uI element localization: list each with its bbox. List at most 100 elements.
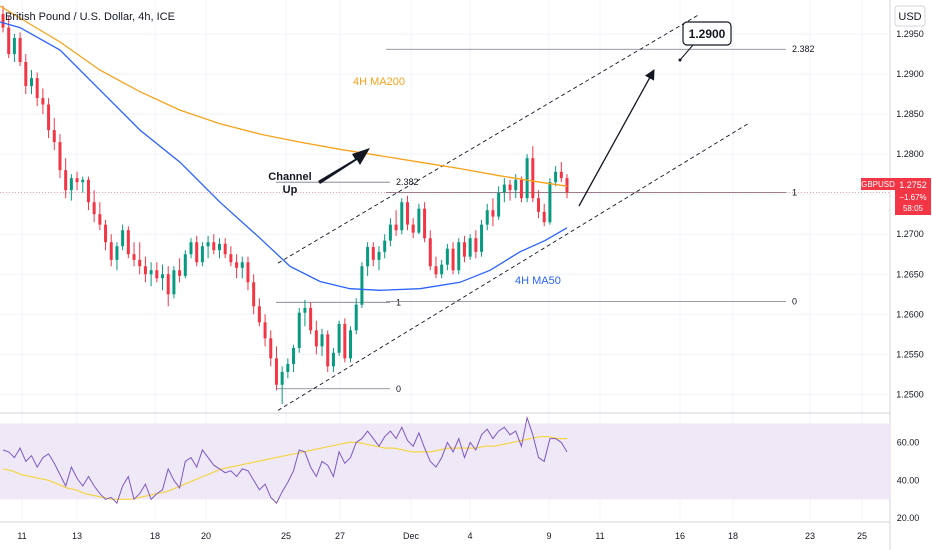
candle-body: [537, 198, 541, 212]
time-axis[interactable]: 11 13 18 20 25 27 Dec 4 9 11 16 18 23 25: [17, 531, 867, 541]
channel-arrow-icon: [318, 148, 370, 184]
time-tick-label: 4: [467, 531, 472, 541]
candle-body: [480, 224, 484, 252]
candle-body: [81, 179, 85, 183]
candle-body: [155, 270, 159, 279]
candle-body: [434, 266, 438, 275]
candle-body: [172, 270, 176, 295]
fib-left-label-1: 1: [396, 297, 401, 307]
candle-body: [257, 306, 261, 323]
candle-body: [331, 352, 335, 367]
candle-body: [337, 323, 341, 353]
candle-body: [502, 184, 506, 193]
time-tick-label: 18: [728, 531, 738, 541]
price-tick-label: 1.2500: [896, 389, 924, 399]
price-badge-price: 1.2752: [899, 180, 927, 190]
candle-body: [29, 78, 33, 87]
candle-body: [92, 202, 96, 215]
price-tick-label: 1.2550: [896, 349, 924, 359]
candle-body: [292, 347, 296, 364]
candle-body: [69, 178, 73, 191]
price-tick-label: 1.2950: [896, 29, 924, 39]
candle-body: [98, 214, 102, 225]
target-callout-text: 1.2900: [689, 27, 726, 41]
candle-body: [143, 266, 147, 275]
candle-body: [548, 182, 552, 223]
candle-body: [121, 230, 125, 247]
candlesticks: [1, 6, 569, 404]
candle-body: [52, 130, 56, 143]
candle-body: [400, 202, 404, 231]
candle-body: [388, 224, 392, 241]
candle-body: [525, 158, 529, 199]
candle-body: [18, 38, 22, 63]
candle-body: [343, 323, 347, 359]
candle-body: [115, 246, 119, 260]
rsi-tick-label: 40.00: [897, 475, 920, 485]
target-callout-leader: [679, 44, 694, 61]
candle-body: [183, 254, 187, 276]
candle-body: [274, 358, 278, 385]
rsi-tick-label: 20.00: [897, 513, 920, 523]
channel-label-line2: Up: [283, 184, 298, 196]
candle-body: [126, 230, 130, 255]
candle-body: [104, 224, 108, 243]
candle-body: [109, 242, 113, 260]
candle-body: [138, 259, 142, 267]
candle-body: [491, 210, 495, 217]
candle-body: [166, 274, 170, 295]
projection-arrow: [578, 69, 655, 207]
time-tick-label: 25: [857, 531, 867, 541]
fib-right-label-0: 0: [792, 296, 797, 306]
candle-body: [565, 178, 569, 193]
candle-body: [531, 158, 535, 199]
candle-body: [326, 334, 330, 367]
price-badge-countdown: 58:05: [903, 204, 924, 213]
currency-button[interactable]: USD: [894, 5, 926, 27]
rsi-ma-line: [2, 436, 567, 500]
time-tick-label: 18: [150, 531, 160, 541]
chart-title: British Pound / U.S. Dollar, 4h, ICE: [5, 11, 175, 23]
ma50-line: [0, 21, 568, 291]
time-tick-label: Dec: [403, 531, 420, 541]
time-tick-label: 16: [675, 531, 685, 541]
candle-body: [200, 246, 204, 263]
rsi-pane: [2, 415, 568, 505]
candle-body: [354, 304, 358, 331]
candle-body: [35, 78, 39, 99]
candle-body: [189, 242, 193, 255]
candle-body: [132, 254, 136, 260]
price-axis[interactable]: 1.29501.29001.28501.28001.27501.27001.26…: [896, 29, 924, 399]
candle-body: [457, 242, 461, 271]
candle-body: [240, 262, 244, 268]
candle-body: [212, 242, 216, 251]
candle-body: [178, 270, 182, 276]
time-tick-label: 9: [546, 531, 551, 541]
fib-right-label-1: 1: [792, 188, 797, 198]
candle-body: [428, 238, 432, 267]
price-tick-label: 1.2650: [896, 269, 924, 279]
candle-body: [542, 211, 546, 223]
price-tick-label: 1.2800: [896, 149, 924, 159]
candle-body: [58, 142, 62, 171]
price-tick-label: 1.2850: [896, 109, 924, 119]
price-tick-label: 1.2700: [896, 229, 924, 239]
ma50-label: 4H MA50: [515, 275, 561, 287]
candle-body: [12, 38, 16, 55]
candle-body: [246, 262, 250, 283]
candle-body: [286, 363, 290, 372]
candle-body: [269, 338, 273, 359]
fib-left-label-0: 0: [396, 384, 401, 394]
candle-body: [559, 171, 563, 179]
price-tick-label: 1.2900: [896, 69, 924, 79]
target-callout-dot: [678, 58, 682, 62]
fib-left-label-2382: 2.382: [396, 177, 419, 187]
ma200-label: 4H MA200: [353, 76, 405, 88]
candle-body: [47, 104, 51, 131]
candle-body: [223, 243, 227, 255]
rsi-axis[interactable]: 60.00 40.00 20.00: [897, 437, 920, 523]
candle-body: [229, 254, 233, 263]
candle-body: [445, 248, 449, 265]
candle-body: [206, 242, 210, 247]
